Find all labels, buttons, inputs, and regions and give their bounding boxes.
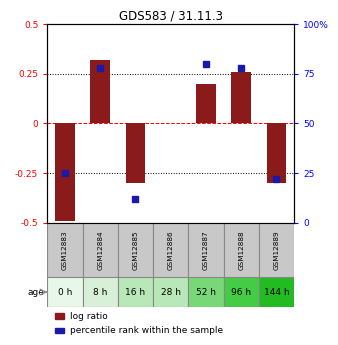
Text: 0 h: 0 h xyxy=(58,288,72,297)
Bar xyxy=(232,72,251,124)
Title: GDS583 / 31.11.3: GDS583 / 31.11.3 xyxy=(119,10,223,23)
Bar xyxy=(82,223,118,277)
Text: 52 h: 52 h xyxy=(196,288,216,297)
Bar xyxy=(153,277,188,307)
Text: GSM12885: GSM12885 xyxy=(132,230,139,269)
Text: 96 h: 96 h xyxy=(231,288,251,297)
Bar xyxy=(223,277,259,307)
Bar xyxy=(126,124,145,183)
Text: 28 h: 28 h xyxy=(161,288,181,297)
Text: GSM12886: GSM12886 xyxy=(168,230,174,269)
Bar xyxy=(188,223,223,277)
Bar xyxy=(153,223,188,277)
Bar xyxy=(55,328,64,334)
Text: percentile rank within the sample: percentile rank within the sample xyxy=(70,326,223,335)
Text: 144 h: 144 h xyxy=(264,288,289,297)
Bar xyxy=(118,223,153,277)
Bar xyxy=(47,277,82,307)
Bar xyxy=(267,124,286,183)
Bar xyxy=(259,277,294,307)
Bar xyxy=(223,223,259,277)
Text: GSM12883: GSM12883 xyxy=(62,230,68,269)
Bar xyxy=(55,124,75,221)
Bar xyxy=(118,277,153,307)
Bar xyxy=(82,277,118,307)
Text: log ratio: log ratio xyxy=(70,312,108,321)
Text: GSM12887: GSM12887 xyxy=(203,230,209,269)
Text: GSM12889: GSM12889 xyxy=(273,230,280,269)
Bar xyxy=(55,313,64,319)
Text: 16 h: 16 h xyxy=(125,288,145,297)
Bar xyxy=(196,84,216,124)
Text: 8 h: 8 h xyxy=(93,288,107,297)
Bar xyxy=(259,223,294,277)
Bar xyxy=(91,60,110,124)
Text: GSM12888: GSM12888 xyxy=(238,230,244,269)
Text: GSM12884: GSM12884 xyxy=(97,230,103,269)
Bar xyxy=(47,223,82,277)
Text: age: age xyxy=(28,288,45,297)
Bar xyxy=(188,277,223,307)
